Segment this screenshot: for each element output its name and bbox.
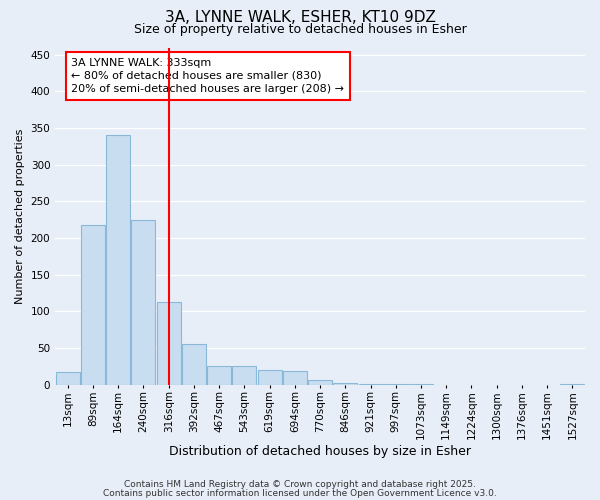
Bar (257, 370, 281, 384)
Bar (56, 372, 80, 384)
Bar (157, 302, 181, 384)
X-axis label: Distribution of detached houses by size in Esher: Distribution of detached houses by size … (169, 444, 471, 458)
Bar (232, 366, 256, 384)
Bar (182, 344, 206, 385)
Text: Size of property relative to detached houses in Esher: Size of property relative to detached ho… (134, 22, 466, 36)
Y-axis label: Number of detached properties: Number of detached properties (15, 128, 25, 304)
Bar (283, 370, 307, 384)
Text: Contains public sector information licensed under the Open Government Licence v3: Contains public sector information licen… (103, 489, 497, 498)
Text: Contains HM Land Registry data © Crown copyright and database right 2025.: Contains HM Land Registry data © Crown c… (124, 480, 476, 489)
Bar (131, 220, 155, 384)
Text: 3A, LYNNE WALK, ESHER, KT10 9DZ: 3A, LYNNE WALK, ESHER, KT10 9DZ (164, 10, 436, 25)
Bar (106, 136, 130, 384)
Bar (308, 380, 332, 384)
Bar (207, 366, 231, 384)
Bar (81, 225, 105, 384)
Bar (334, 383, 357, 384)
Text: 3A LYNNE WALK: 333sqm
← 80% of detached houses are smaller (830)
20% of semi-det: 3A LYNNE WALK: 333sqm ← 80% of detached … (71, 58, 344, 94)
